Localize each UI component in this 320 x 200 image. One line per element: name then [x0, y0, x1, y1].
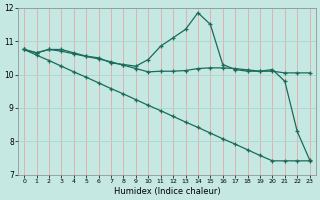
X-axis label: Humidex (Indice chaleur): Humidex (Indice chaleur) — [114, 187, 220, 196]
